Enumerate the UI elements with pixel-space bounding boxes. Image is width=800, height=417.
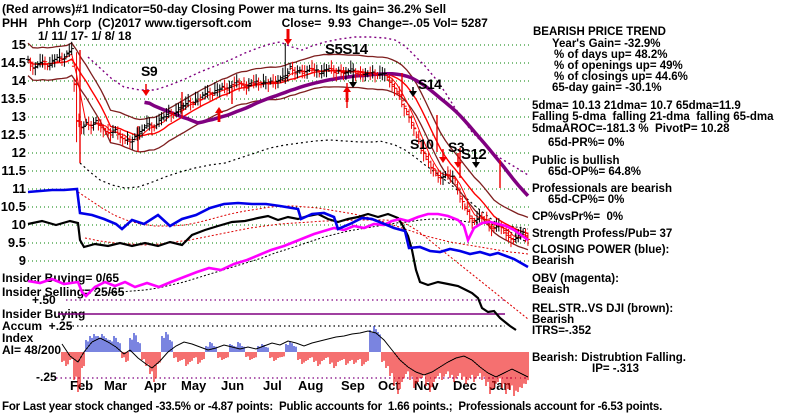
- month-label: Jul: [263, 378, 282, 393]
- analysis-line: Bearish: [532, 255, 575, 267]
- analysis-line: 65d-PR%= 0%: [548, 137, 625, 149]
- analysis-line: CLOSING POWER (blue):: [532, 244, 670, 256]
- analysis-line: BEARISH PRICE TREND: [533, 26, 666, 38]
- analysis-line: ITRS=-.352: [532, 325, 592, 337]
- analysis-line: Professionals are bearish: [532, 183, 672, 195]
- month-label: Aug: [298, 378, 324, 393]
- insider-label: -.25: [36, 370, 57, 384]
- analysis-line: Bearish: Distrubtion Falling.: [532, 352, 686, 364]
- analysis-line: REL.STR..VS DJI (brown):: [532, 303, 674, 315]
- insider-label: +.50: [32, 293, 56, 307]
- insider-label: Insider Selling= 25/65: [2, 285, 125, 299]
- analysis-line: % of openings up= 49%: [554, 60, 683, 72]
- analysis-line: 5dmaAROC=-181.3 % PivotP= 10.28: [532, 123, 730, 135]
- price-axis-label: 9.5: [7, 235, 26, 250]
- analysis-line: CP%vsPr%= 0%: [532, 211, 624, 223]
- signal-label: S14: [418, 76, 442, 92]
- signal-title: (Red arrows)#1 Indicator=50-day Closing …: [2, 2, 447, 16]
- signal-label: S12: [461, 146, 487, 163]
- analysis-line: Year's Gain= -32.9%: [552, 38, 661, 50]
- insider-label: Index: [2, 331, 34, 345]
- analysis-line: 65d-CP%= 0%: [548, 194, 625, 206]
- month-label: Jun: [221, 378, 245, 393]
- analysis-line: Public is bullish: [532, 155, 620, 167]
- analysis-line: 5dma= 10.13 21dma= 10.7 65dma=11.9: [532, 100, 741, 112]
- analysis-line: 65d-OP%= 64.8%: [548, 166, 642, 178]
- insider-label: AI= 48/200: [2, 343, 62, 357]
- signal-label: S3: [448, 139, 465, 155]
- price-axis-label: 14: [11, 73, 26, 88]
- price-axis-label: 11: [12, 181, 26, 196]
- analysis-line: 65-day gain= -30.1%: [552, 82, 662, 94]
- analysis-line: IP= -.313: [592, 363, 639, 375]
- analysis-line: % of closings up= 44.6%: [554, 71, 688, 83]
- month-label: Apr: [144, 378, 167, 393]
- signal-label: S9: [141, 63, 158, 79]
- signal-label: S5S14: [325, 41, 368, 58]
- date-range: 1/ 11/ 17- 1/ 8/ 18: [38, 29, 132, 43]
- month-label: Dec: [453, 378, 477, 393]
- price-axis-label: 9: [18, 253, 26, 268]
- month-label: Feb: [70, 378, 94, 393]
- analysis-line: Falling 5-dma falling 21-dma falling 65-…: [532, 111, 774, 123]
- month-label: May: [181, 378, 207, 393]
- price-axis-label: 11.5: [1, 163, 26, 178]
- price-axis-label: 10: [11, 217, 26, 232]
- insider-label: Accum +.25: [2, 319, 73, 333]
- price-axis-label: 12: [11, 145, 26, 160]
- analysis-line: % of days up= 48.2%: [554, 49, 668, 61]
- analysis-line: Bearish: [532, 314, 575, 326]
- ticker-line: PHH Phh Corp (C)2017 www.tigersoft.com C…: [2, 16, 488, 30]
- price-axis-label: 15: [11, 37, 26, 52]
- status-line: For Last year stock changed -33.5% or -4…: [2, 401, 663, 413]
- month-label: Mar: [104, 378, 128, 393]
- signal-label: S10: [410, 136, 434, 152]
- analysis-line: Beaish: [532, 284, 570, 296]
- price-axis-label: 14.5: [0, 55, 26, 70]
- month-label: Sep: [341, 378, 365, 393]
- price-axis-label: 13: [11, 109, 26, 124]
- price-axis-label: 12.5: [0, 127, 26, 142]
- price-axis-label: 10.5: [0, 199, 26, 214]
- analysis-line: Strength Profess/Pub= 37: [532, 228, 673, 240]
- price-axis-label: 13.5: [0, 91, 26, 106]
- analysis-line: OBV (magenta):: [532, 273, 619, 285]
